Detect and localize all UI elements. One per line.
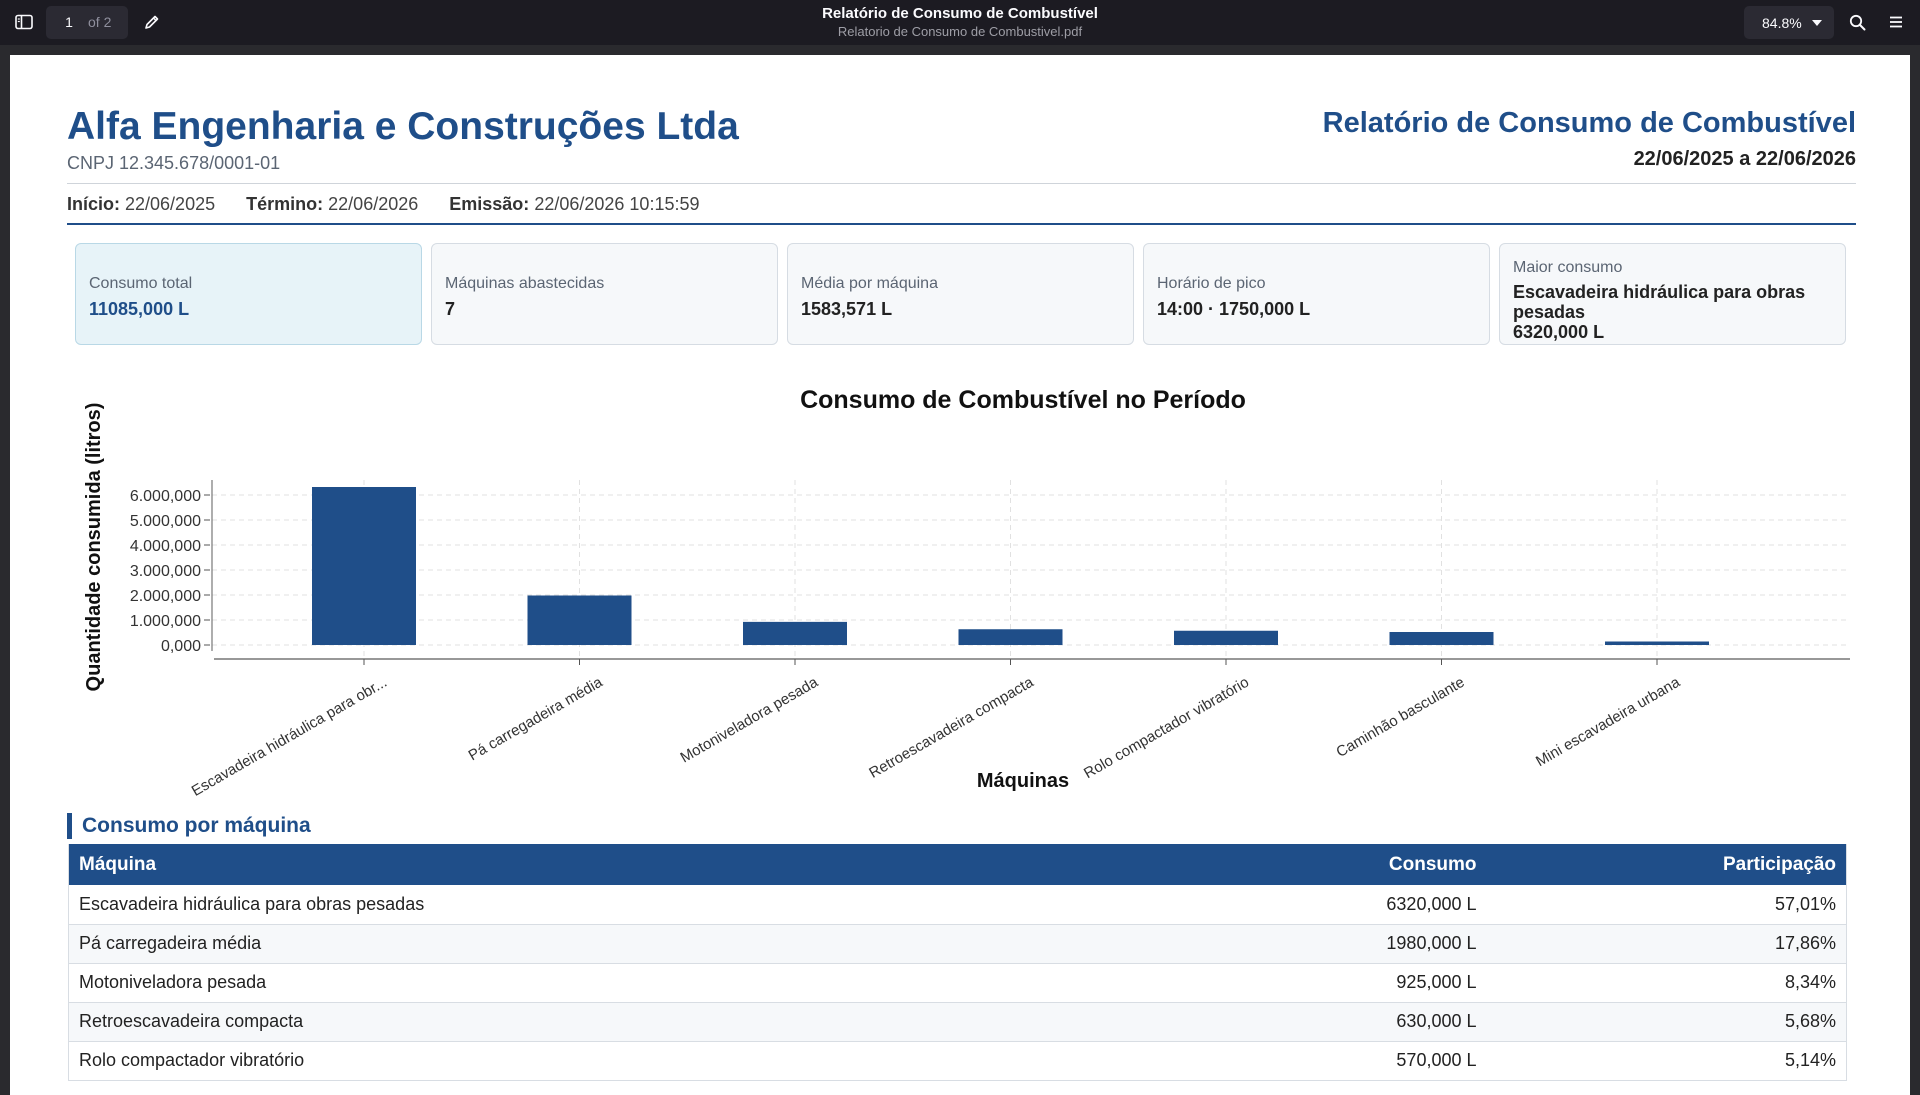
card-label: Consumo total xyxy=(89,275,193,292)
chevron-down-icon xyxy=(1812,20,1822,26)
header-divider xyxy=(67,183,1856,184)
table-row: Escavadeira hidráulica para obras pesada… xyxy=(68,885,1847,925)
x-tick-label: Pá carregadeira média xyxy=(466,673,606,764)
cell-machine: Pá carregadeira média xyxy=(68,924,1187,964)
y-tick-label: 0,000 xyxy=(161,638,201,655)
company-cnpj: CNPJ 12.345.678/0001-01 xyxy=(67,153,281,173)
pdf-page: Alfa Engenharia e Construções Ltda CNPJ … xyxy=(10,55,1910,1095)
chart-y-ticks: 0,000 1.000,000 2.000,000 3.000,000 4.000,00… xyxy=(130,488,210,655)
bar xyxy=(1174,630,1278,645)
y-tick-label: 2.000,000 xyxy=(130,588,201,605)
zoom-select[interactable]: 84.8% xyxy=(1744,6,1834,39)
section-accent-bar xyxy=(67,813,72,839)
bar xyxy=(1389,632,1494,645)
cell-consumption: 630,000 L xyxy=(1186,1002,1487,1042)
y-tick-label: 3.000,000 xyxy=(130,563,201,580)
section-title: Consumo por máquina xyxy=(82,814,311,837)
end-label: Término: xyxy=(246,194,324,214)
bar xyxy=(527,595,632,645)
page-navigator: 1 of 2 xyxy=(46,6,128,39)
meta-divider xyxy=(67,223,1856,225)
document-title: Relatório de Consumo de Combustível xyxy=(822,5,1098,22)
cell-machine: Escavadeira hidráulica para obras pesada… xyxy=(68,885,1187,925)
viewer-toolbar: 1 of 2 Relatório de Consumo de Combustív… xyxy=(0,0,1920,45)
bar xyxy=(1605,641,1709,645)
x-tick-label: Escavadeira hidráulica para obr... xyxy=(189,674,390,800)
consumption-table: Máquina Consumo Participação Escavadeira… xyxy=(68,844,1847,1081)
card-average-per-machine: Média por máquina 1583,571 L xyxy=(787,243,1134,345)
bar xyxy=(312,487,416,645)
cell-machine: Rolo compactador vibratório xyxy=(68,1041,1187,1081)
sidebar-toggle-icon[interactable] xyxy=(10,8,38,36)
page-total-label: of 2 xyxy=(88,14,112,30)
report-meta: Início: 22/06/2025 Término: 22/06/2026 E… xyxy=(67,194,699,215)
chart-axes xyxy=(211,480,1850,660)
chart-x-ticks: Escavadeira hidráulica para obr... Pá car… xyxy=(189,659,1684,800)
search-icon[interactable] xyxy=(1843,8,1871,36)
document-filename: Relatorio de Consumo de Combustivel.pdf xyxy=(837,24,1083,39)
x-tick-label: Retroescavadeira compacta xyxy=(866,673,1037,781)
issued-value: 22/06/2026 10:15:59 xyxy=(534,194,700,214)
card-value: 11085,000 L xyxy=(89,299,190,319)
cell-share: 5,14% xyxy=(1486,1041,1847,1081)
cell-consumption: 1980,000 L xyxy=(1186,924,1487,964)
cell-share: 5,68% xyxy=(1486,1002,1847,1042)
cell-consumption: 570,000 L xyxy=(1186,1041,1487,1081)
report-date-range: 22/06/2025 a 22/06/2026 xyxy=(1633,148,1856,170)
table-row: Pá carregadeira média 1980,000 L 17,86% xyxy=(68,924,1847,964)
card-machines-fueled: Máquinas abastecidas 7 xyxy=(431,243,778,345)
chart-title: Consumo de Combustível no Período xyxy=(800,386,1246,414)
card-value: 14:00 · 1750,000 L xyxy=(1157,299,1311,319)
table-header-row: Máquina Consumo Participação xyxy=(68,844,1847,885)
card-value: 1583,571 L xyxy=(801,299,893,319)
x-tick-label: Mini escavadeira urbana xyxy=(1533,673,1684,770)
bar xyxy=(743,621,847,645)
start-value: 22/06/2025 xyxy=(125,194,216,214)
chart-bars xyxy=(312,487,1709,645)
x-tick-label: Rolo compactador vibratório xyxy=(1081,674,1252,783)
cell-consumption: 925,000 L xyxy=(1186,963,1487,1003)
chart-x-axis-label: Máquinas xyxy=(977,770,1069,792)
menu-icon[interactable] xyxy=(1882,8,1910,36)
table-row: Retroescavadeira compacta 630,000 L 5,68… xyxy=(68,1002,1847,1042)
y-tick-label: 1.000,000 xyxy=(130,613,201,630)
cell-share: 17,86% xyxy=(1486,924,1847,964)
end-value: 22/06/2026 xyxy=(328,194,419,214)
column-header-consumption: Consumo xyxy=(1186,844,1487,885)
card-peak-hour: Horário de pico 14:00 · 1750,000 L xyxy=(1143,243,1490,345)
x-tick-label: Motoniveladora pesada xyxy=(677,673,821,766)
card-value: Escavadeira hidráulica para obras pesada… xyxy=(1513,282,1806,322)
card-value-secondary: 6320,000 L xyxy=(1513,322,1605,342)
issued-label: Emissão: xyxy=(449,194,530,214)
table-row: Motoniveladora pesada 925,000 L 8,34% xyxy=(68,963,1847,1003)
table-row: Rolo compactador vibratório 570,000 L 5,… xyxy=(68,1041,1847,1081)
card-label: Horário de pico xyxy=(1157,275,1266,292)
cell-machine: Motoniveladora pesada xyxy=(68,963,1187,1003)
card-label: Maior consumo xyxy=(1513,259,1623,276)
report-title: Relatório de Consumo de Combustível xyxy=(1322,107,1856,139)
y-tick-label: 6.000,000 xyxy=(130,488,201,505)
cell-share: 8,34% xyxy=(1486,963,1847,1003)
cell-share: 57,01% xyxy=(1486,885,1847,925)
y-tick-label: 4.000,000 xyxy=(130,538,201,555)
consumption-bar-chart: Consumo de Combustível no Período Máquin… xyxy=(83,386,1850,800)
cell-consumption: 6320,000 L xyxy=(1186,885,1487,925)
card-label: Máquinas abastecidas xyxy=(445,275,605,292)
page-number-input[interactable]: 1 xyxy=(65,14,73,30)
start-label: Início: xyxy=(67,194,120,214)
zoom-value: 84.8% xyxy=(1762,14,1802,31)
card-value: 7 xyxy=(445,299,456,319)
x-tick-label: Caminhão basculante xyxy=(1333,674,1467,761)
card-highest-consumption: Maior consumo Escavadeira hidráulica par… xyxy=(1499,243,1846,345)
cell-machine: Retroescavadeira compacta xyxy=(68,1002,1187,1042)
column-header-machine: Máquina xyxy=(68,844,1187,885)
y-tick-label: 5.000,000 xyxy=(130,513,201,530)
pencil-icon[interactable] xyxy=(138,8,166,36)
company-name: Alfa Engenharia e Construções Ltda xyxy=(67,105,739,148)
bar xyxy=(958,629,1063,645)
card-total-consumption: Consumo total 11085,000 L xyxy=(75,243,422,345)
card-label: Média por máquina xyxy=(801,275,938,292)
column-header-share: Participação xyxy=(1486,844,1847,885)
chart-y-axis-label: Quantidade consumida (litros) xyxy=(83,403,105,692)
